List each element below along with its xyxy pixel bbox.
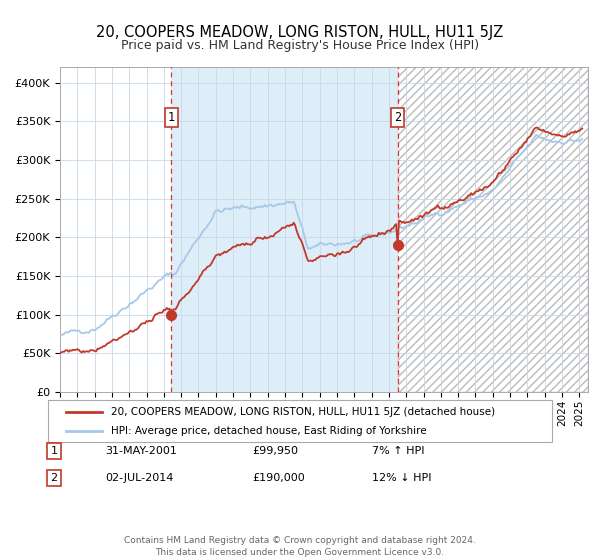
Text: Contains HM Land Registry data © Crown copyright and database right 2024.
This d: Contains HM Land Registry data © Crown c… — [124, 536, 476, 557]
Text: HPI: Average price, detached house, East Riding of Yorkshire: HPI: Average price, detached house, East… — [111, 426, 427, 436]
Text: 1: 1 — [50, 446, 58, 456]
Text: 12% ↓ HPI: 12% ↓ HPI — [372, 473, 431, 483]
Text: 31-MAY-2001: 31-MAY-2001 — [105, 446, 177, 456]
Text: 20, COOPERS MEADOW, LONG RISTON, HULL, HU11 5JZ (detached house): 20, COOPERS MEADOW, LONG RISTON, HULL, H… — [111, 407, 495, 417]
Text: 7% ↑ HPI: 7% ↑ HPI — [372, 446, 425, 456]
Text: Price paid vs. HM Land Registry's House Price Index (HPI): Price paid vs. HM Land Registry's House … — [121, 39, 479, 52]
Bar — [60, 67, 171, 392]
Bar — [398, 67, 588, 392]
Bar — [398, 67, 588, 392]
Text: 20, COOPERS MEADOW, LONG RISTON, HULL, HU11 5JZ: 20, COOPERS MEADOW, LONG RISTON, HULL, H… — [97, 25, 503, 40]
Text: 2: 2 — [50, 473, 58, 483]
Text: £190,000: £190,000 — [252, 473, 305, 483]
Text: 2: 2 — [394, 111, 401, 124]
Bar — [171, 67, 398, 392]
Text: 1: 1 — [167, 111, 175, 124]
Text: 02-JUL-2014: 02-JUL-2014 — [105, 473, 173, 483]
Text: £99,950: £99,950 — [252, 446, 298, 456]
